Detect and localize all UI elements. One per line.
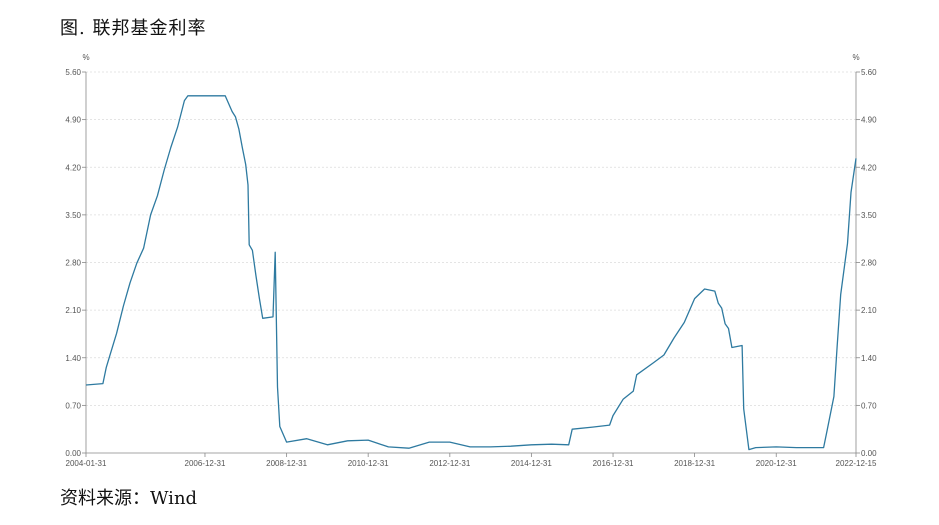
y-tick-label: 1.40 — [861, 354, 877, 363]
x-tick-label: 2010-12-31 — [348, 459, 389, 468]
chart-title: 图. 联邦基金利率 — [60, 18, 207, 39]
y-axis-left-unit: % — [82, 53, 89, 62]
y-tick-label: 0.70 — [65, 401, 81, 410]
y-tick-label: 3.50 — [65, 211, 81, 220]
y-tick-label: 5.60 — [861, 68, 877, 77]
x-tick-label: 2018-12-31 — [674, 459, 715, 468]
y-tick-label: 5.60 — [65, 68, 81, 77]
y-axis-right-ticks: 0.00 0.70 1.40 2.10 2.80 3.50 4.20 4.90 5.60 — [856, 68, 877, 458]
y-tick-label: 0.00 — [65, 449, 81, 458]
y-tick-label: 2.80 — [861, 259, 877, 268]
source-note: 资料来源：Wind — [60, 488, 198, 509]
y-axis-left-ticks: 0.00 0.70 1.40 2.10 2.80 3.50 4.20 4.90 5.60 — [65, 68, 86, 458]
x-tick-label: 2004-01-31 — [66, 459, 107, 468]
x-tick-label: 2012-12-31 — [429, 459, 470, 468]
y-tick-label: 3.50 — [861, 211, 877, 220]
x-tick-label: 2020-12-31 — [756, 459, 797, 468]
y-tick-label: 2.80 — [65, 259, 81, 268]
y-tick-label: 4.20 — [65, 163, 81, 172]
y-tick-label: 1.40 — [65, 354, 81, 363]
y-tick-label: 4.20 — [861, 163, 877, 172]
y-tick-label: 2.10 — [861, 306, 877, 315]
x-axis-ticks: 2004-01-31 2006-12-31 2008-12-31 2010-12-31… — [66, 453, 877, 468]
y-axis-right-unit: % — [852, 53, 859, 62]
x-tick-label: 2022-12-15 — [836, 459, 877, 468]
x-tick-label: 2006-12-31 — [185, 459, 226, 468]
y-tick-label: 4.90 — [861, 116, 877, 125]
y-tick-label: 0.00 — [861, 449, 877, 458]
gridlines — [86, 71, 856, 406]
series-layer — [85, 95, 857, 451]
y-tick-label: 2.10 — [65, 306, 81, 315]
x-tick-label: 2014-12-31 — [511, 459, 552, 468]
x-tick-label: 2008-12-31 — [266, 459, 307, 468]
series-line — [85, 95, 857, 451]
x-tick-label: 2016-12-31 — [593, 459, 634, 468]
y-tick-label: 4.90 — [65, 116, 81, 125]
y-tick-label: 0.70 — [861, 401, 877, 410]
